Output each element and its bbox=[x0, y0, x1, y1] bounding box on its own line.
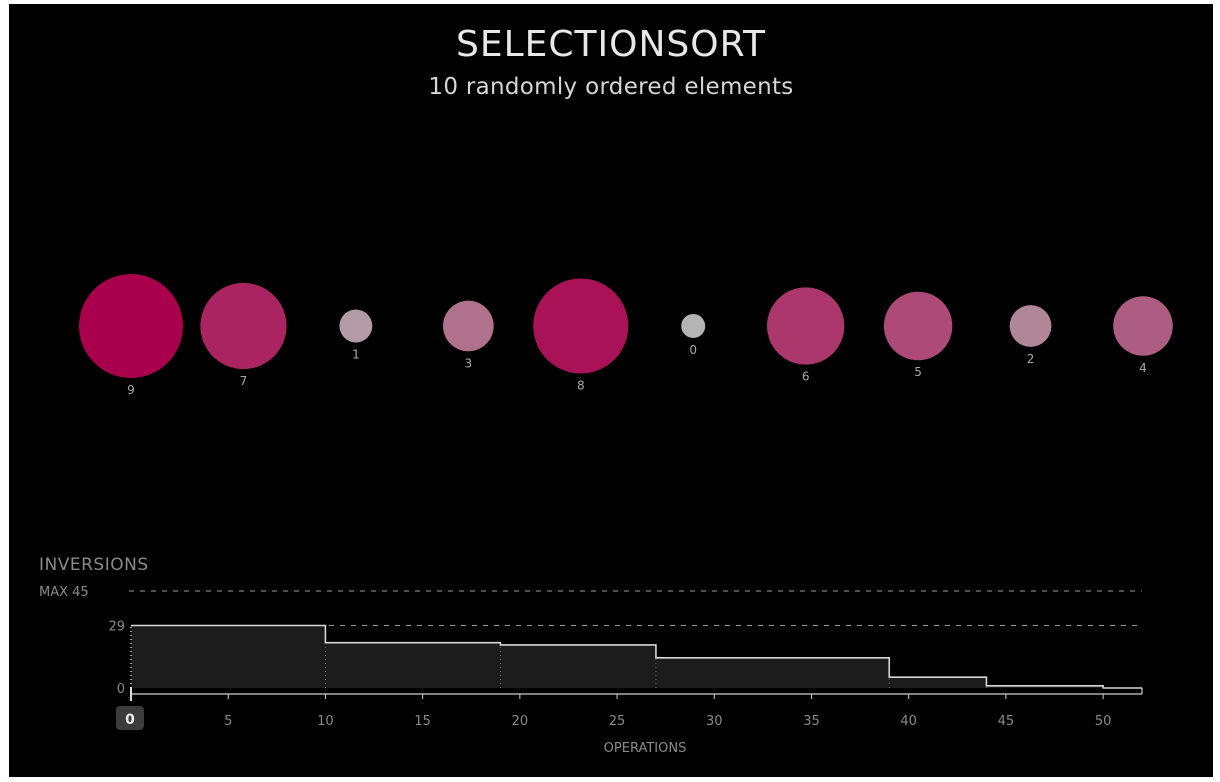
x-tick-label: 35 bbox=[803, 714, 820, 729]
element-circle-3 bbox=[443, 300, 494, 352]
x-tick-label: 20 bbox=[512, 714, 529, 729]
current-operation-label: 0 bbox=[125, 712, 135, 728]
x-tick-label: 40 bbox=[900, 714, 917, 729]
page-title: SELECTIONSORT bbox=[456, 24, 766, 65]
x-tick-label: 15 bbox=[414, 714, 431, 729]
element-circle-5 bbox=[883, 291, 953, 361]
x-tick-label: 25 bbox=[609, 714, 626, 729]
max-label: MAX 45 bbox=[39, 585, 89, 600]
element-circle-7 bbox=[200, 282, 287, 370]
current-value-label: 29 bbox=[108, 619, 125, 634]
inversions-step-line bbox=[131, 624, 1142, 689]
element-value-label: 5 bbox=[914, 365, 922, 379]
inversions-area bbox=[131, 625, 1142, 688]
y-axis-label: INVERSIONS bbox=[39, 555, 149, 575]
current-operation-badge bbox=[116, 706, 144, 730]
x-axis-label: OPERATIONS bbox=[604, 741, 687, 756]
element-value-label: 2 bbox=[1027, 352, 1035, 366]
visualization-panel: SELECTIONSORT 10 randomly ordered elemen… bbox=[9, 4, 1213, 777]
element-value-label: 9 bbox=[127, 383, 135, 397]
inversions-chart: MAX 45 29 0 5 10 15 20 25 30 35 40 45 50 0 OPERATIONS bbox=[39, 585, 1143, 756]
element-circle-8 bbox=[533, 278, 629, 374]
elements-row: 9 7 1 3 8 0 6 5 2 4 bbox=[79, 274, 1173, 397]
element-circle-0 bbox=[681, 314, 706, 338]
element-circle-1 bbox=[339, 309, 373, 343]
element-value-label: 0 bbox=[689, 343, 697, 357]
x-tick-label: 30 bbox=[706, 714, 723, 729]
element-circle-4 bbox=[1113, 296, 1173, 356]
page-subtitle: 10 randomly ordered elements bbox=[428, 74, 794, 100]
x-tick-label: 45 bbox=[998, 714, 1015, 729]
element-value-label: 3 bbox=[465, 356, 473, 370]
x-tick-label: 50 bbox=[1095, 714, 1112, 729]
x-tick-label: 5 bbox=[224, 714, 232, 729]
x-tick-label: 10 bbox=[317, 714, 334, 729]
element-circle-6 bbox=[767, 287, 845, 365]
element-value-label: 4 bbox=[1139, 361, 1147, 375]
element-value-label: 1 bbox=[352, 347, 360, 361]
element-circle-9 bbox=[79, 274, 183, 378]
element-value-label: 7 bbox=[240, 374, 248, 388]
zero-label: 0 bbox=[117, 682, 125, 697]
element-circle-2 bbox=[1009, 305, 1052, 347]
element-value-label: 8 bbox=[577, 379, 585, 393]
element-value-label: 6 bbox=[802, 370, 810, 384]
